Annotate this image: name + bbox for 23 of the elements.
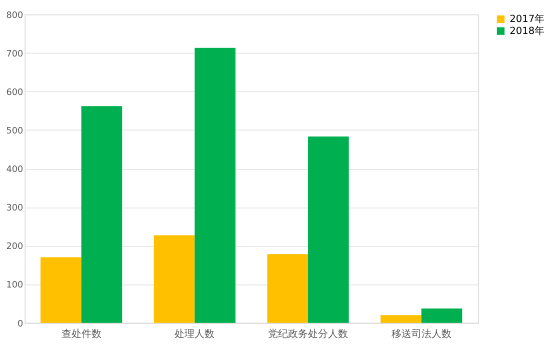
bar [194, 48, 236, 323]
y-tick-label: 700 [6, 49, 24, 60]
legend-label: 2018年 [510, 25, 545, 38]
x-tick-label: 党纪政务处分人数 [268, 328, 348, 340]
bar [308, 136, 349, 323]
y-tick-label: 0 [18, 319, 24, 330]
x-tick-label: 处理人数 [174, 328, 215, 340]
bar [154, 235, 195, 323]
y-tick-label: 200 [6, 242, 24, 252]
bar [380, 315, 422, 323]
y-tick-label: 100 [6, 280, 24, 291]
y-tick-label: 800 [6, 10, 24, 21]
y-tick-label: 500 [6, 126, 24, 136]
y-tick-label: 300 [6, 204, 24, 214]
bar [267, 254, 308, 323]
bar [421, 308, 462, 323]
legend-label: 2017年 [510, 13, 545, 26]
x-tick-label: 移送司法人数 [391, 328, 452, 340]
bar [40, 257, 82, 323]
y-tick-label: 600 [6, 88, 24, 98]
y-tick-label: 400 [6, 165, 24, 176]
bar [81, 106, 122, 323]
x-tick-label: 查处件数 [61, 328, 102, 340]
